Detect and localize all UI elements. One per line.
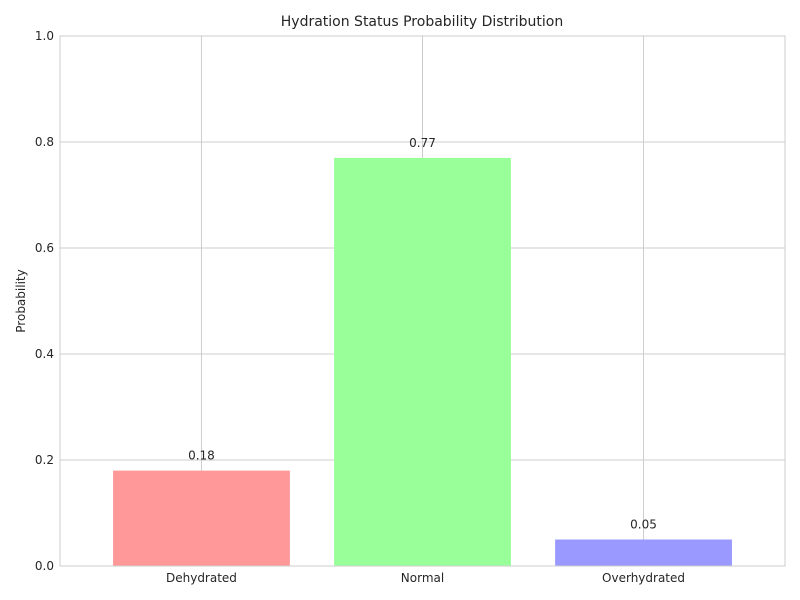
axes-frame [59, 35, 786, 567]
bar-value-label: 0.18 [188, 449, 215, 463]
y-tick-label: 0.6 [35, 241, 54, 255]
y-tick-label: 0.4 [35, 347, 54, 361]
y-tick-label: 1.0 [35, 29, 54, 43]
y-axis-label: Probability [14, 269, 28, 332]
plot-area: 0.0 0.2 0.4 0.6 0.8 1.0 Dehydrated Normal Overhy… [35, 29, 786, 585]
chart-title: Hydration Status Probability Distributio… [281, 14, 564, 30]
bar-overhydrated [555, 539, 732, 566]
y-tick-label: 0.8 [35, 135, 54, 149]
x-tick-label: Normal [401, 571, 444, 585]
x-tick-label: Overhydrated [602, 571, 685, 585]
y-tick-label: 0.2 [35, 453, 54, 467]
y-tick-label: 0.0 [35, 559, 54, 573]
bar-normal [334, 157, 511, 566]
bar-value-label: 0.77 [409, 136, 436, 150]
bar-dehydrated [113, 470, 290, 566]
bar-value-label: 0.05 [630, 518, 657, 532]
x-tick-label: Dehydrated [166, 571, 237, 585]
